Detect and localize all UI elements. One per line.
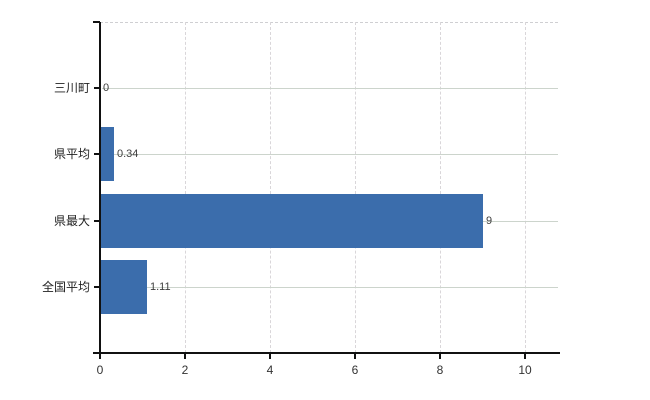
value-label: 0.34 <box>117 148 139 160</box>
y-tick <box>94 220 100 222</box>
x-tick <box>439 353 441 359</box>
value-label: 9 <box>486 215 493 227</box>
bar <box>100 194 483 248</box>
category-label: 全国平均 <box>41 280 90 294</box>
v-gridline <box>440 22 441 353</box>
v-gridline <box>270 22 271 353</box>
h-gridline <box>102 287 558 288</box>
x-tick <box>524 353 526 359</box>
y-tick <box>94 87 100 89</box>
category-label: 県平均 <box>53 147 90 161</box>
x-tick <box>99 353 101 359</box>
bar <box>100 260 147 314</box>
v-gridline <box>355 22 356 353</box>
x-tick-label: 6 <box>351 363 359 377</box>
x-tick <box>184 353 186 359</box>
category-label: 三川町 <box>53 81 90 95</box>
h-gridline <box>102 154 558 155</box>
plot-top-border <box>100 22 558 23</box>
category-label: 県最大 <box>53 214 90 228</box>
x-tick <box>354 353 356 359</box>
x-tick-label: 4 <box>266 363 274 377</box>
y-axis-line <box>99 22 101 353</box>
v-gridline <box>185 22 186 353</box>
bar <box>100 127 114 181</box>
value-label: 0 <box>103 82 110 94</box>
value-label: 1.11 <box>150 281 171 293</box>
y-axis-top-tick <box>93 21 100 23</box>
x-tick-label: 10 <box>518 363 532 377</box>
x-tick-label: 0 <box>96 363 104 377</box>
x-tick-label: 8 <box>436 363 444 377</box>
v-gridline <box>525 22 526 353</box>
y-tick <box>94 153 100 155</box>
x-axis-line <box>93 352 560 354</box>
y-tick <box>94 286 100 288</box>
x-tick-label: 2 <box>181 363 189 377</box>
x-tick <box>269 353 271 359</box>
h-gridline <box>102 88 558 89</box>
